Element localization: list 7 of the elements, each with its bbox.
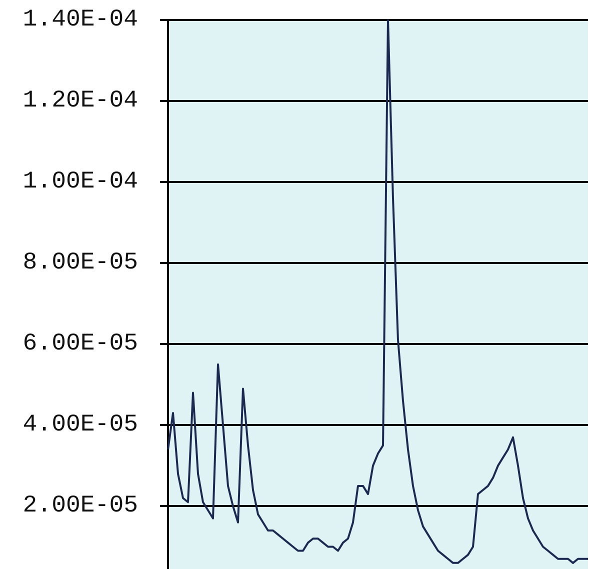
y-tick-label: 8.00E-05 — [22, 250, 138, 277]
y-tick-label: 2.00E-05 — [22, 492, 138, 520]
y-tick-label: 6.00E-05 — [22, 330, 138, 358]
y-tick-label: 1.40E-04 — [22, 6, 138, 34]
y-tick-label: 1.00E-04 — [22, 168, 138, 196]
y-tick-label: 4.00E-05 — [22, 412, 138, 439]
y-tick-label: 1.20E-04 — [22, 88, 138, 115]
